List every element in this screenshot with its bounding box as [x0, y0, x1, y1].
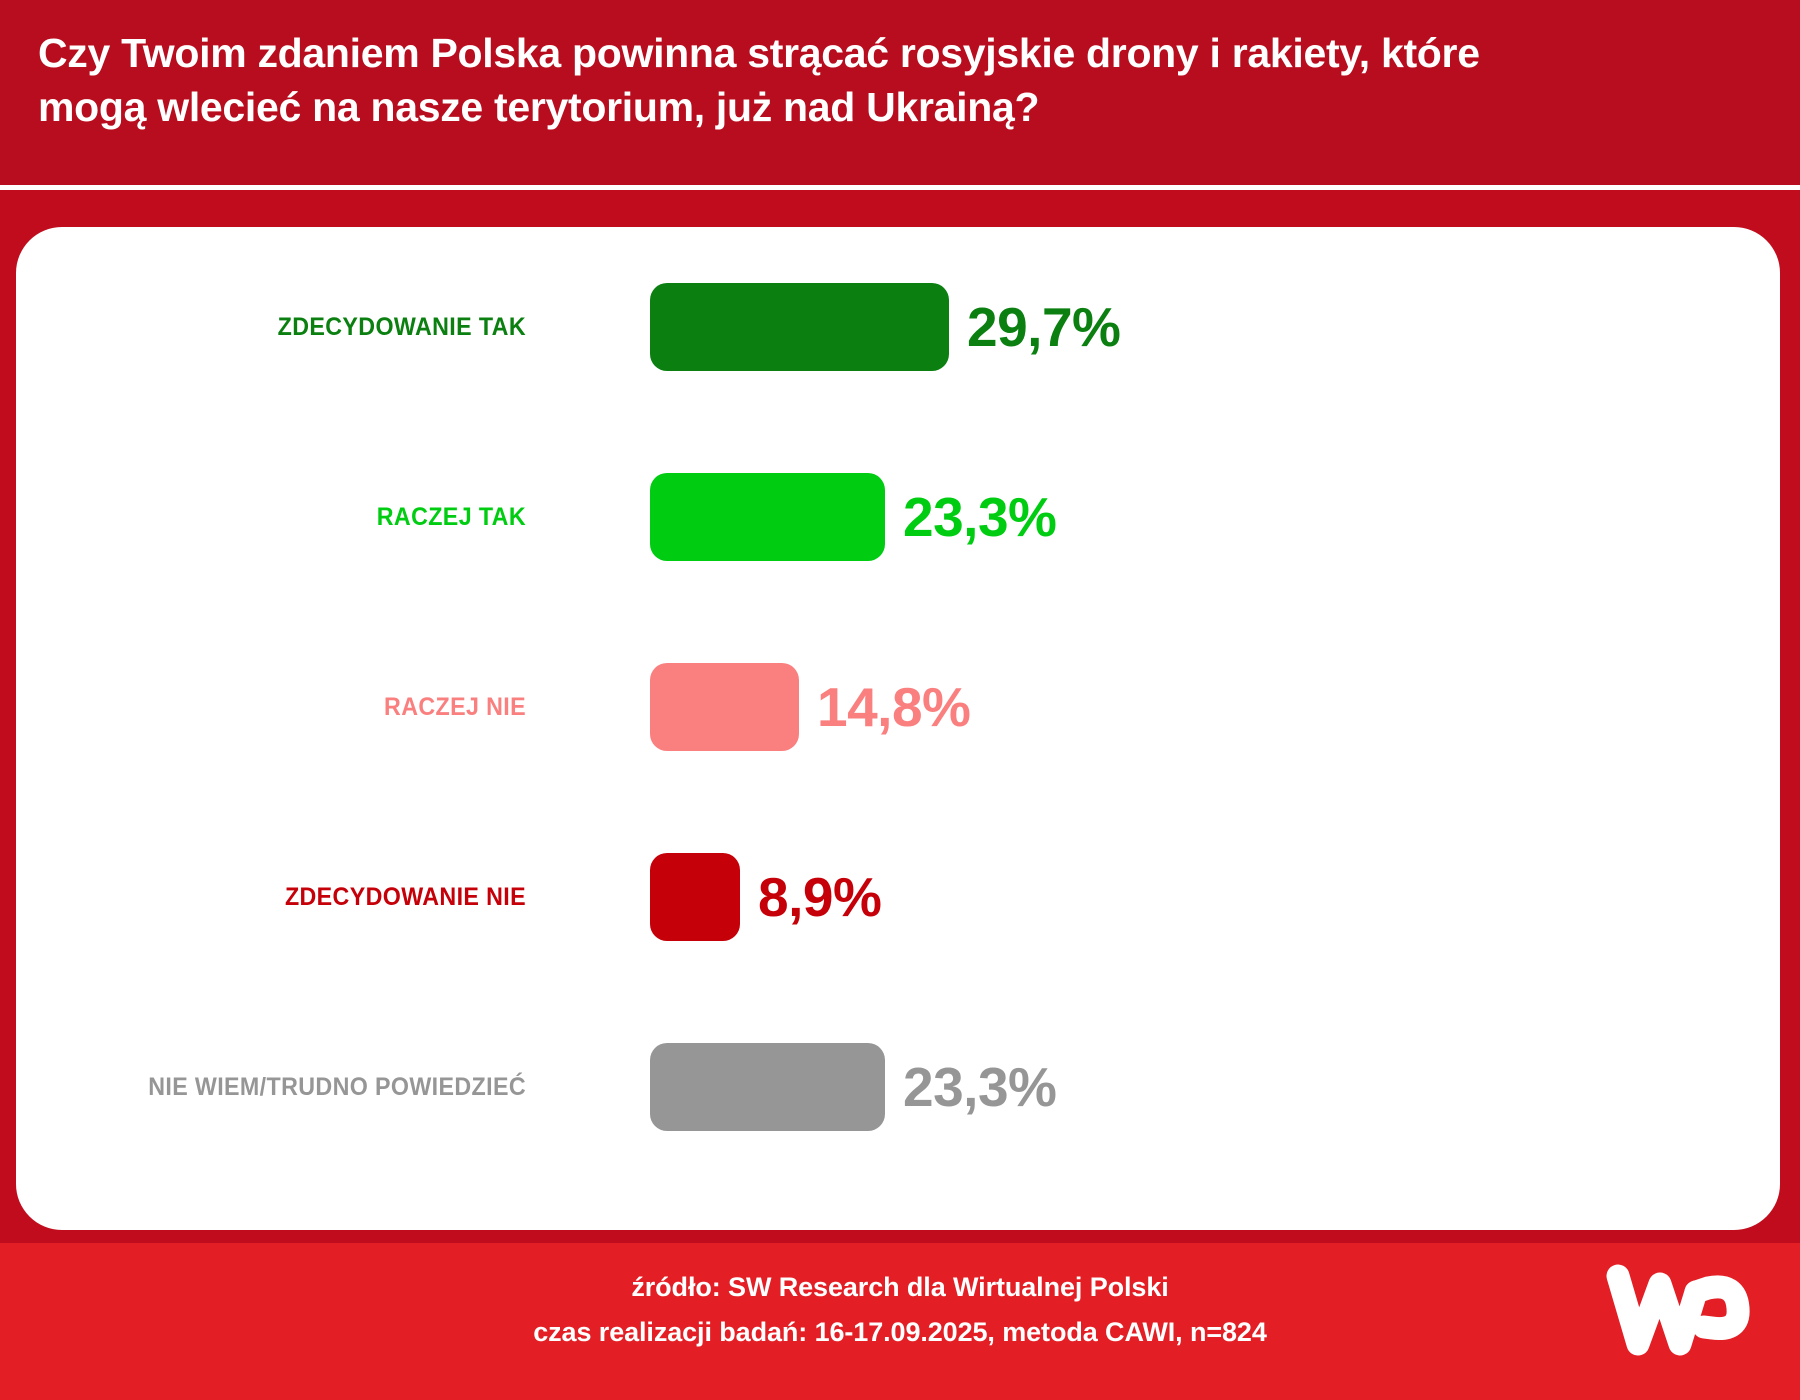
wp-logo: [1604, 1258, 1754, 1363]
bar-row: ZDECYDOWANIE NIE 8,9%: [16, 853, 1780, 941]
header-banner: Czy Twoim zdaniem Polska powinna strącać…: [0, 0, 1800, 185]
bar-row-label: ZDECYDOWANIE NIE: [284, 882, 526, 911]
bar-row: RACZEJ NIE 14,8%: [16, 663, 1780, 751]
bar-row-label: RACZEJ TAK: [376, 502, 526, 531]
bar-row-label: RACZEJ NIE: [384, 692, 526, 721]
bar-rect: [650, 473, 885, 561]
bar-row: RACZEJ TAK 23,3%: [16, 473, 1780, 561]
bar-row-label: ZDECYDOWANIE TAK: [277, 312, 526, 341]
bar-rect: [650, 663, 799, 751]
bar-row: ZDECYDOWANIE TAK 29,7%: [16, 283, 1780, 371]
source-line: źródło: SW Research dla Wirtualnej Polsk…: [631, 1272, 1169, 1302]
bar-value-label: 8,9%: [758, 866, 882, 928]
bar-value-label: 23,3%: [903, 486, 1057, 548]
bar-rect: [650, 283, 949, 371]
bar-rect: [650, 853, 740, 941]
bar-row: NIE WIEM/TRUDNO POWIEDZIEĆ 23,3%: [16, 1043, 1780, 1131]
bar-row-label: NIE WIEM/TRUDNO POWIEDZIEĆ: [148, 1072, 526, 1101]
bar-rows-container: ZDECYDOWANIE TAK 29,7% RACZEJ TAK 23,3% RACZ…: [16, 227, 1780, 1230]
bar-value-label: 14,8%: [817, 676, 971, 738]
page-title: Czy Twoim zdaniem Polska powinna strącać…: [38, 30, 1480, 131]
chart-card: ZDECYDOWANIE TAK 29,7% RACZEJ TAK 23,3% RACZ…: [16, 227, 1780, 1230]
bar-value-label: 29,7%: [967, 296, 1121, 358]
footer-banner: źródło: SW Research dla Wirtualnej Polsk…: [0, 1243, 1800, 1400]
header-divider: [0, 185, 1800, 190]
footer-text-block: źródło: SW Research dla Wirtualnej Polsk…: [0, 1265, 1800, 1354]
bar-rect: [650, 1043, 885, 1131]
method-line: czas realizacji badań: 16-17.09.2025, me…: [533, 1316, 1267, 1347]
bar-value-label: 23,3%: [903, 1056, 1057, 1118]
